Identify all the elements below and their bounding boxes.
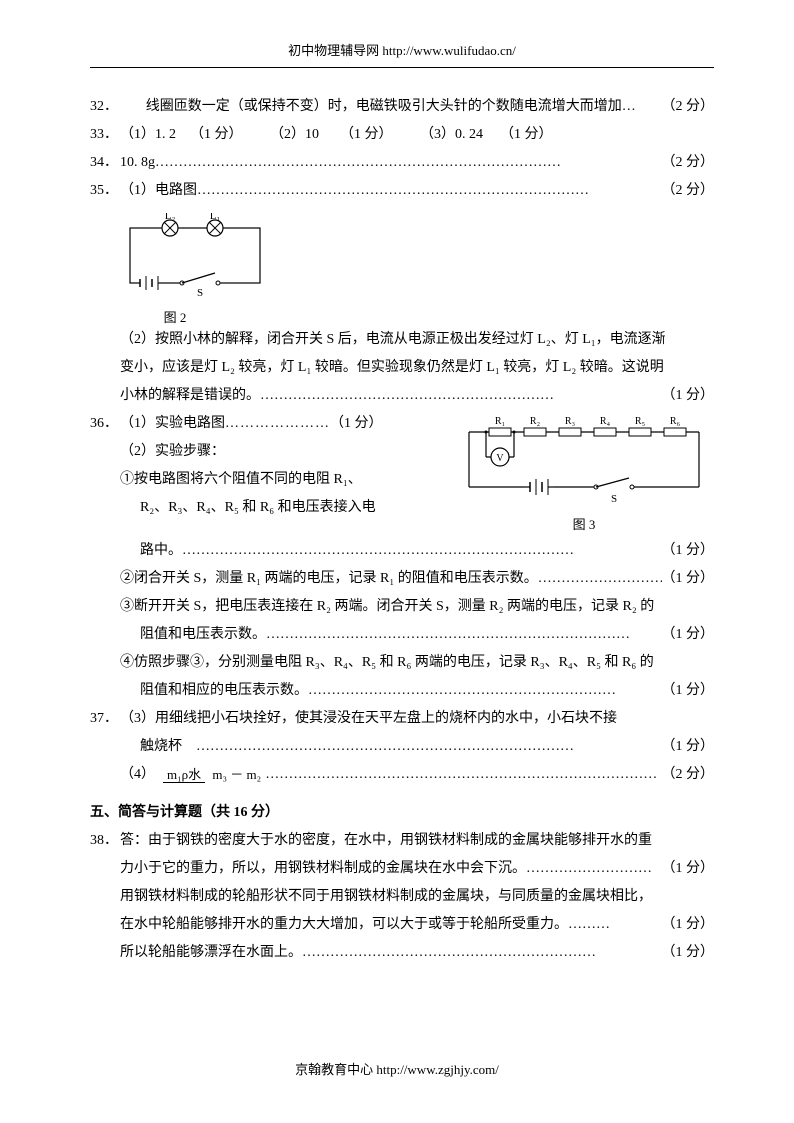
fraction: m₁ρ水 m₃ － m₂	[163, 768, 265, 782]
q33-s3: （1 分）	[500, 121, 553, 149]
q36-p1-line: 36． （1）实验电路图 ………………… （1 分）	[90, 410, 444, 438]
figure-2: L₂ L₁ S	[90, 213, 714, 303]
page-header: 初中物理辅导网 http://www.wulifudao.cn/	[90, 40, 714, 68]
q38-num: 38．	[90, 827, 120, 855]
q32-text: 线圈匝数一定（或保持不变）时，电磁铁吸引大头针的个数随电流增大而增加…	[146, 93, 636, 121]
q36-sstep3: （1 分）	[662, 621, 715, 649]
q33-line: 33． （1）1. 2 （1 分） （2）10 （1 分） （3）0. 24 （…	[90, 121, 714, 149]
q36-sstep4: （1 分）	[662, 677, 715, 705]
q34-text: 10. 8g	[120, 149, 155, 177]
svg-text:R₆: R₆	[670, 416, 681, 427]
q37-p4-line: （4） m₁ρ水 m₃ － m₂ ………………………………………………………………	[90, 761, 714, 789]
q36-p1: （1）实验电路图	[120, 410, 225, 438]
dots: ……………………………………………………………………………	[155, 149, 662, 177]
q35-p2a: （2）按照小林的解释，闭合开关 S 后，电流从电源正极出发经过灯 L₂、灯 L₁…	[90, 326, 714, 354]
dots: …………………………………………………………………………	[197, 177, 662, 205]
q38-s2: （1 分）	[662, 911, 715, 939]
circuit-diagram-3: R₁ R₂ R₃ R₄ R₅ R₆ V	[454, 412, 714, 507]
q38-l5: 所以轮船能够漂浮在水面上。 ……………………………………………………… （1 分…	[90, 939, 714, 967]
frac-den: m₃ － m₂	[208, 767, 265, 782]
q35-p2b: 变小，应该是灯 L₂ 较亮，灯 L₁ 较暗。但实验现象仍然是灯 L₁ 较亮，灯 …	[90, 354, 714, 382]
q38-s3: （1 分）	[662, 939, 715, 967]
resistors: R₁ R₂ R₃ R₄ R₅ R₆	[489, 416, 686, 436]
q36-sstep2: （1 分）	[662, 565, 715, 593]
svg-text:S: S	[611, 493, 617, 505]
q37-p3b: 触烧杯 ……………………………………………………………………… （1 分）	[90, 733, 714, 761]
q36-step3b: 阻值和电压表示数。 …………………………………………………………………… （1 …	[90, 621, 714, 649]
q36-step1b: R₂、R₃、R₄、R₅ 和 R₆ 和电压表接入电	[90, 494, 444, 522]
dots: …………………………………………………………………………	[182, 537, 662, 565]
svg-text:L₁: L₁	[210, 213, 221, 222]
q33-p3: （3）0. 24	[420, 121, 500, 149]
svg-text:R₅: R₅	[635, 416, 645, 427]
q36-step1a: ①按电路图将六个阻值不同的电阻 R₁、	[90, 466, 444, 494]
svg-text:L₂: L₂	[165, 213, 176, 222]
q37-p3a: （3）用细线把小石块拴好，使其浸没在天平左盘上的烧杯内的水中，小石块不接	[120, 705, 617, 733]
q33-s2: （1 分）	[340, 121, 420, 149]
q32-score: （2 分）	[662, 93, 715, 121]
q37-p4: （4）	[120, 761, 155, 789]
dots: …………………………………………………………	[308, 677, 662, 705]
section-5-title: 五、简答与计算题（共 16 分）	[90, 799, 714, 827]
dots: ……………………………………………………………………	[266, 621, 662, 649]
dots: ………………………	[526, 855, 662, 883]
figure-2-caption: 图 2	[90, 307, 230, 326]
svg-text:R₁: R₁	[495, 416, 505, 427]
svg-text:V: V	[496, 453, 504, 464]
q36-step4a: ④仿照步骤③，分别测量电阻 R₃、R₄、R₅ 和 R₆ 两端的电压，记录 R₃、…	[90, 649, 714, 677]
dots: ………………………………………………………	[302, 939, 662, 967]
dots: ………	[568, 911, 662, 939]
q33-p2: （2）10	[270, 121, 340, 149]
q34-num: 34．	[90, 149, 120, 177]
q35-s2: （1 分）	[662, 382, 715, 410]
q36-step2: ②闭合开关 S，测量 R₁ 两端的电压，记录 R₁ 的阻值和电压表示数。 …………	[90, 565, 714, 593]
q33-p1: （1）1. 2	[120, 121, 190, 149]
q35-p1: （1）电路图	[120, 177, 197, 205]
dots: ………………………………………………………………………	[182, 733, 662, 761]
dots: …………………	[225, 410, 330, 438]
svg-text:R₂: R₂	[530, 416, 540, 427]
q38-l1-line: 38． 答：由于钢铁的密度大于水的密度，在水中，用钢铁材料制成的金属块能够排开水…	[90, 827, 714, 855]
q37-num: 37．	[90, 705, 120, 733]
q36-step4b: 阻值和相应的电压表示数。 ………………………………………………………… （1 分…	[90, 677, 714, 705]
dots: …………………………………………………………………………	[265, 761, 661, 789]
q35-num: 35．	[90, 177, 120, 205]
q36-sstep1: （1 分）	[662, 537, 715, 565]
q38-l2: 力小于它的重力，所以，用钢铁材料制成的金属块在水中会下沉。 ……………………… …	[90, 855, 714, 883]
q37-s3: （1 分）	[662, 733, 715, 761]
q33-num: 33．	[90, 121, 120, 149]
q35-p1-line: 35． （1）电路图 ………………………………………………………………………… …	[90, 177, 714, 205]
q35-p2c: 小林的解释是错误的。 ……………………………………………………… （1 分）	[90, 382, 714, 410]
svg-text:R₄: R₄	[600, 416, 611, 427]
q33-s1: （1 分）	[190, 121, 270, 149]
q38-s1: （1 分）	[662, 855, 715, 883]
svg-text:S: S	[197, 287, 203, 298]
dots: …………………………	[538, 565, 662, 593]
figure-3-caption: 图 3	[454, 514, 714, 533]
page-footer: 京翰教育中心 http://www.zgjhjy.com/	[0, 1059, 794, 1078]
q34-score: （2 分）	[662, 149, 715, 177]
q38-l3: 用钢铁材料制成的轮船形状不同于用钢铁材料制成的金属块，与同质量的金属块相比，	[90, 883, 714, 911]
q32-num: 32．	[90, 93, 120, 121]
q37-s4: （2 分）	[662, 761, 715, 789]
q38-l1: 答：由于钢铁的密度大于水的密度，在水中，用钢铁材料制成的金属块能够排开水的重	[120, 827, 652, 855]
q36-block: R₁ R₂ R₃ R₄ R₅ R₆ V	[90, 410, 714, 537]
circuit-diagram-2: L₂ L₁ S	[120, 213, 270, 298]
q38-l4: 在水中轮船能够排开水的重力大大增加，可以大于或等于轮船所受重力。 ……… （1 …	[90, 911, 714, 939]
q35-s1: （2 分）	[662, 177, 715, 205]
q36-step1c: 路中。 ………………………………………………………………………… （1 分）	[90, 537, 714, 565]
svg-text:R₃: R₃	[565, 416, 575, 427]
q34-line: 34． 10. 8g ………………………………………………………………………………	[90, 149, 714, 177]
q36-s1: （1 分）	[330, 410, 383, 438]
q32-line: 32． 线圈匝数一定（或保持不变）时，电磁铁吸引大头针的个数随电流增大而增加… …	[90, 93, 714, 121]
dots: ………………………………………………………	[260, 382, 662, 410]
q36-step3a: ③断开开关 S，把电压表连接在 R₂ 两端。闭合开关 S，测量 R₂ 两端的电压…	[90, 593, 714, 621]
figure-3: R₁ R₂ R₃ R₄ R₅ R₆ V	[454, 412, 714, 533]
q36-num: 36．	[90, 410, 120, 438]
frac-num: m₁ρ水	[163, 767, 205, 783]
q36-p2: （2）实验步骤：	[90, 438, 444, 466]
q37-p3a-line: 37． （3）用细线把小石块拴好，使其浸没在天平左盘上的烧杯内的水中，小石块不接	[90, 705, 714, 733]
